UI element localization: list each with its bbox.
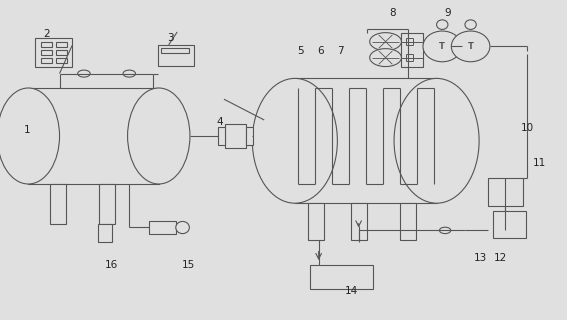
Bar — [295, 78, 437, 203]
Bar — [56, 50, 67, 55]
Bar — [41, 42, 52, 47]
Text: 11: 11 — [533, 158, 547, 168]
Text: 12: 12 — [493, 252, 507, 263]
Bar — [149, 221, 176, 234]
Bar — [99, 184, 115, 224]
Circle shape — [439, 227, 451, 234]
Text: 4: 4 — [217, 116, 223, 127]
Ellipse shape — [451, 31, 490, 62]
Bar — [308, 203, 324, 240]
Ellipse shape — [423, 31, 462, 62]
Circle shape — [78, 70, 90, 77]
Text: 8: 8 — [390, 8, 396, 19]
Bar — [50, 184, 66, 224]
Text: 16: 16 — [104, 260, 118, 270]
Text: 7: 7 — [337, 46, 344, 56]
Text: 9: 9 — [445, 8, 451, 19]
Bar — [41, 50, 52, 55]
Circle shape — [123, 70, 136, 77]
Bar — [400, 203, 416, 240]
Ellipse shape — [465, 20, 476, 29]
Ellipse shape — [394, 78, 479, 203]
Bar — [310, 265, 373, 289]
Bar — [56, 42, 67, 47]
Text: T: T — [468, 42, 473, 51]
Bar — [35, 38, 72, 67]
Bar — [28, 88, 159, 184]
Ellipse shape — [437, 20, 448, 29]
Bar — [225, 124, 246, 148]
Text: 1: 1 — [24, 124, 31, 135]
Text: 15: 15 — [181, 260, 195, 270]
Ellipse shape — [252, 78, 337, 203]
Bar — [161, 48, 189, 53]
Bar — [98, 224, 112, 242]
Text: 6: 6 — [317, 46, 324, 56]
Bar — [218, 127, 225, 145]
Text: 14: 14 — [345, 285, 358, 296]
Text: 2: 2 — [43, 28, 50, 39]
Bar — [488, 178, 523, 206]
Bar — [350, 203, 367, 240]
Text: T: T — [439, 42, 445, 51]
Text: 10: 10 — [521, 123, 534, 133]
Text: 13: 13 — [473, 252, 487, 263]
Bar — [493, 211, 526, 238]
Bar — [41, 58, 52, 63]
Bar — [158, 45, 194, 66]
Ellipse shape — [0, 88, 60, 184]
Circle shape — [370, 49, 401, 67]
Ellipse shape — [176, 221, 189, 234]
Bar — [56, 58, 67, 63]
Text: 5: 5 — [297, 46, 304, 56]
Bar — [401, 33, 423, 67]
Bar — [246, 127, 253, 145]
Text: 3: 3 — [167, 33, 174, 44]
Ellipse shape — [128, 88, 190, 184]
Circle shape — [370, 33, 401, 51]
